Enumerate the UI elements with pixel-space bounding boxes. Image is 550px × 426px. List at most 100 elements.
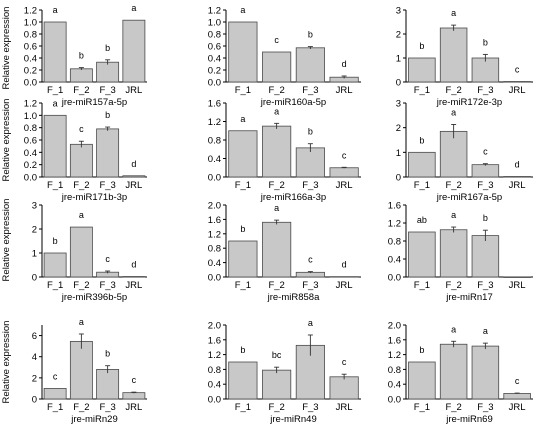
y-tick-label: 1.6 (208, 215, 221, 226)
bar (43, 21, 67, 83)
bar (503, 176, 531, 178)
bar (96, 61, 120, 83)
y-tick-label: 3 (32, 201, 37, 212)
y-tick-label: 2 (396, 30, 401, 41)
bar (262, 51, 292, 83)
bar (503, 393, 531, 400)
y-axis-label: Relative expression (1, 7, 12, 90)
bar (69, 340, 93, 400)
y-tick-label: 0 (396, 173, 401, 184)
x-tick-label: JRL (125, 402, 142, 413)
bar (439, 343, 468, 400)
chart-panel: 0 1 2 3 b F_1 a F_2 c F_3 d JRL jre-miR167a-5p (396, 99, 533, 203)
x-tick-label: JRL (509, 402, 526, 413)
significance-label: a (240, 5, 245, 15)
y-tick-label: 0.0 (208, 395, 221, 406)
x-axis-label: jre-miR167a-5p (436, 192, 502, 203)
y-axis-label: Relative expression (1, 199, 12, 282)
significance-label: c (515, 65, 520, 75)
significance-label: b (105, 110, 110, 120)
significance-label: b (308, 127, 313, 137)
y-tick-label: 0.0 (24, 173, 37, 184)
bar (329, 167, 359, 178)
y-tick-label: 0.0 (24, 78, 37, 89)
x-tick-label: F_1 (47, 402, 63, 413)
x-tick-label: F_3 (99, 85, 115, 96)
y-tick-label: 0.8 (208, 244, 221, 255)
bar (228, 240, 258, 278)
y-tick-label: 2.0 (388, 321, 401, 332)
x-tick-label: F_1 (47, 85, 63, 96)
bar (43, 252, 67, 278)
bar (329, 376, 359, 400)
y-tick-label: 0.2 (208, 66, 221, 77)
y-tick-label: 0.8 (24, 30, 37, 41)
y-tick-label: 0.2 (24, 66, 37, 77)
significance-label: d (342, 260, 347, 270)
x-tick-label: F_3 (99, 402, 115, 413)
y-tick-label: 0.8 (388, 237, 401, 248)
bar (122, 175, 146, 178)
significance-label: a (131, 3, 136, 13)
significance-label: a (308, 318, 313, 328)
significance-label: c (53, 371, 58, 381)
y-tick-label: 1.2 (208, 117, 221, 128)
bar (503, 276, 531, 278)
chart-panel: 0.0 0.4 0.8 1.2 1.6 2.0 b F_1 a F_2 c F_3 d JRL jre-mi… (208, 201, 361, 303)
chart-panel: 0 2 4 6 c F_1 a F_2 b F_3 c JRL jre-miRn29 (32, 317, 147, 425)
significance-label: b (483, 213, 488, 223)
y-tick-label: 0.0 (388, 273, 401, 284)
bar (471, 235, 500, 278)
chart-panel: 0.00.20.40.60.81.01.2 aF_1bF_2bF_3aJRLjre… (24, 3, 147, 108)
bar (122, 276, 146, 278)
y-tick-label: 0.6 (24, 136, 37, 147)
x-axis-label: jre-miRn17 (445, 292, 492, 303)
significance-label: c (274, 35, 279, 45)
significance-label: d (342, 59, 347, 69)
significance-label: c (79, 124, 84, 134)
x-tick-label: F_1 (235, 402, 251, 413)
significance-label: a (53, 5, 58, 15)
significance-label: c (483, 147, 488, 157)
y-tick-label: 0.2 (24, 160, 37, 171)
y-tick-label: 1.6 (208, 335, 221, 346)
y-tick-label: 0.8 (388, 365, 401, 376)
x-tick-label: F_2 (445, 180, 461, 191)
y-tick-label: 2 (32, 225, 37, 236)
y-tick-label: 0.4 (208, 258, 221, 269)
significance-label: a (240, 114, 245, 124)
bar (439, 27, 468, 83)
y-axis-label: Relative expression (1, 321, 12, 404)
y-tick-label: 0 (396, 78, 401, 89)
x-tick-label: F_1 (235, 280, 251, 291)
x-tick-label: JRL (336, 402, 353, 413)
significance-label: c (132, 375, 137, 385)
y-tick-label: 1.6 (208, 99, 221, 110)
x-tick-label: F_3 (99, 280, 115, 291)
significance-label: b (419, 345, 424, 355)
y-tick-label: 0.0 (388, 395, 401, 406)
chart-panel: 0.0 0.4 0.8 1.2 1.6 2.0 b F_1 bc F_2 a F_3 c JRL jre-m… (208, 318, 361, 425)
y-tick-label: 1.2 (388, 350, 401, 361)
y-tick-label: 1.2 (388, 219, 401, 230)
y-tick-label: 0.8 (24, 123, 37, 134)
x-axis-label: jre-miR396b-5p (61, 292, 127, 303)
bar (69, 68, 93, 83)
x-tick-label: F_3 (477, 85, 493, 96)
y-tick-label: 1.2 (24, 99, 37, 110)
y-tick-label: 0.8 (208, 136, 221, 147)
y-tick-label: 0 (32, 273, 37, 284)
x-tick-label: JRL (509, 180, 526, 191)
significance-label: b (105, 43, 110, 53)
x-tick-label: F_2 (73, 402, 89, 413)
x-tick-label: F_1 (414, 280, 430, 291)
significance-label: b (240, 224, 245, 234)
y-tick-label: 1.0 (208, 18, 221, 29)
chart-panel: 0 1 2 3 b F_1 a F_2 b F_3 c JRL jre-miR172e-3p (396, 6, 533, 108)
y-tick-label: 0.4 (208, 54, 221, 65)
bar (262, 125, 292, 178)
x-tick-label: F_1 (414, 180, 430, 191)
x-tick-label: JRL (125, 280, 142, 291)
x-tick-label: JRL (509, 85, 526, 96)
bar (329, 276, 359, 278)
